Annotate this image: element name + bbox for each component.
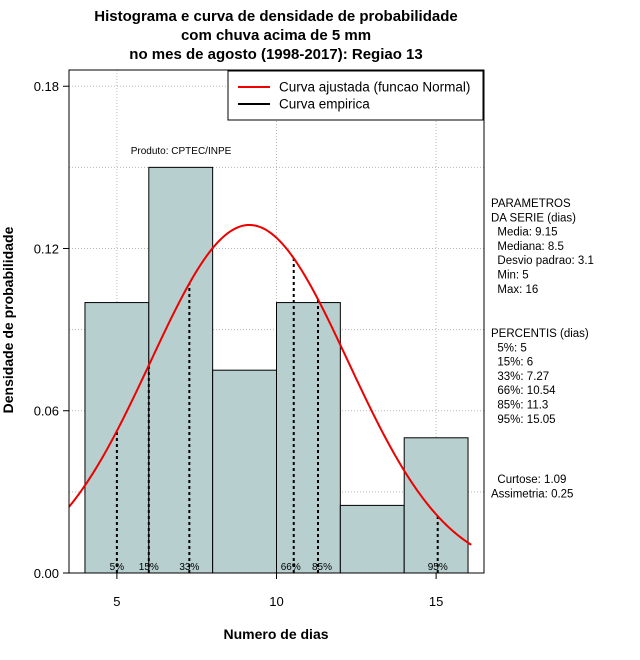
y-tick-label-1: 0.06 [34,404,59,419]
series-parameters-panel: PARAMETROS DA SERIE (dias) Media: 9.15 Me… [491,198,594,500]
percentis-line-1: 5%: 5 [491,342,527,354]
legend-empirical-label: Curva empirica [279,97,370,112]
axes: 5 10 15 0.00 0.06 0.12 0.18 [34,69,485,609]
percentis-line-5: 85%: 11.3 [491,400,548,412]
histogram-bar-3 [276,302,341,574]
percentis-line-2: 15%: 6 [491,357,533,369]
chart-title-line-2: com chuva acima de 5 mm [181,27,371,44]
y-axis-label: Densidade de probabilidade [0,226,16,413]
percentile-label-1: 15% [139,562,159,573]
percentis-line-0: PERCENTIS (dias) [491,328,589,340]
percentile-label-2: 33% [179,562,199,573]
legend-fitted-label: Curva ajustada (funcao Normal) [279,80,470,95]
histogram-bar-4 [339,504,405,574]
legend: Curva ajustada (funcao Normal) Curva emp… [227,70,484,121]
histogram-bar-2 [212,369,277,574]
parametros-line-4: Desvio padrao: 3.1 [491,255,594,267]
x-tick-label-0: 5 [113,594,120,609]
histogram-bar-0 [84,302,150,574]
histogram-bars [84,166,469,574]
shape-stat-line-0: Curtose: 1.09 [491,474,566,486]
x-axis-label: Numero de dias [223,626,328,642]
percentile-label-0: 5% [110,562,125,573]
chart-title-line-1: Histograma e curva de densidade de proba… [94,8,457,25]
percentis-line-4: 66%: 10.54 [491,385,556,397]
y-tick-label-2: 0.12 [34,241,59,256]
x-tick-label-2: 15 [429,594,443,609]
parametros-line-3: Mediana: 8.5 [491,241,564,253]
histogram-bar-1 [148,166,214,574]
parametros-line-0: PARAMETROS [491,198,571,210]
percentis-line-3: 33%: 7.27 [491,371,549,383]
percentile-label-4: 85% [312,562,332,573]
shape-stat-line-1: Assimetria: 0.25 [491,488,573,500]
y-tick-label-0: 0.00 [34,566,59,581]
product-annotation: Produto: CPTEC/INPE [131,146,232,157]
chart-title-line-3: no mes de agosto (1998-2017): Regiao 13 [129,46,422,63]
parametros-line-5: Min: 5 [491,270,529,282]
histogram-bar-5 [403,437,469,574]
percentis-line-6: 95%: 15.05 [491,414,556,426]
x-tick-label-1: 10 [269,594,283,609]
parametros-line-2: Media: 9.15 [491,227,557,239]
percentile-label-3: 66% [281,562,301,573]
parametros-line-6: Max: 16 [491,284,538,296]
legend-box [227,70,484,121]
fitted-normal-curve [68,223,472,546]
percentile-lines: 5% 15% 33% 66% 85% 95% [110,258,448,573]
curves [68,223,472,546]
parametros-line-1: DA SERIE (dias) [491,212,576,224]
y-tick-label-3: 0.18 [34,79,59,94]
percentile-label-5: 95% [428,562,448,573]
